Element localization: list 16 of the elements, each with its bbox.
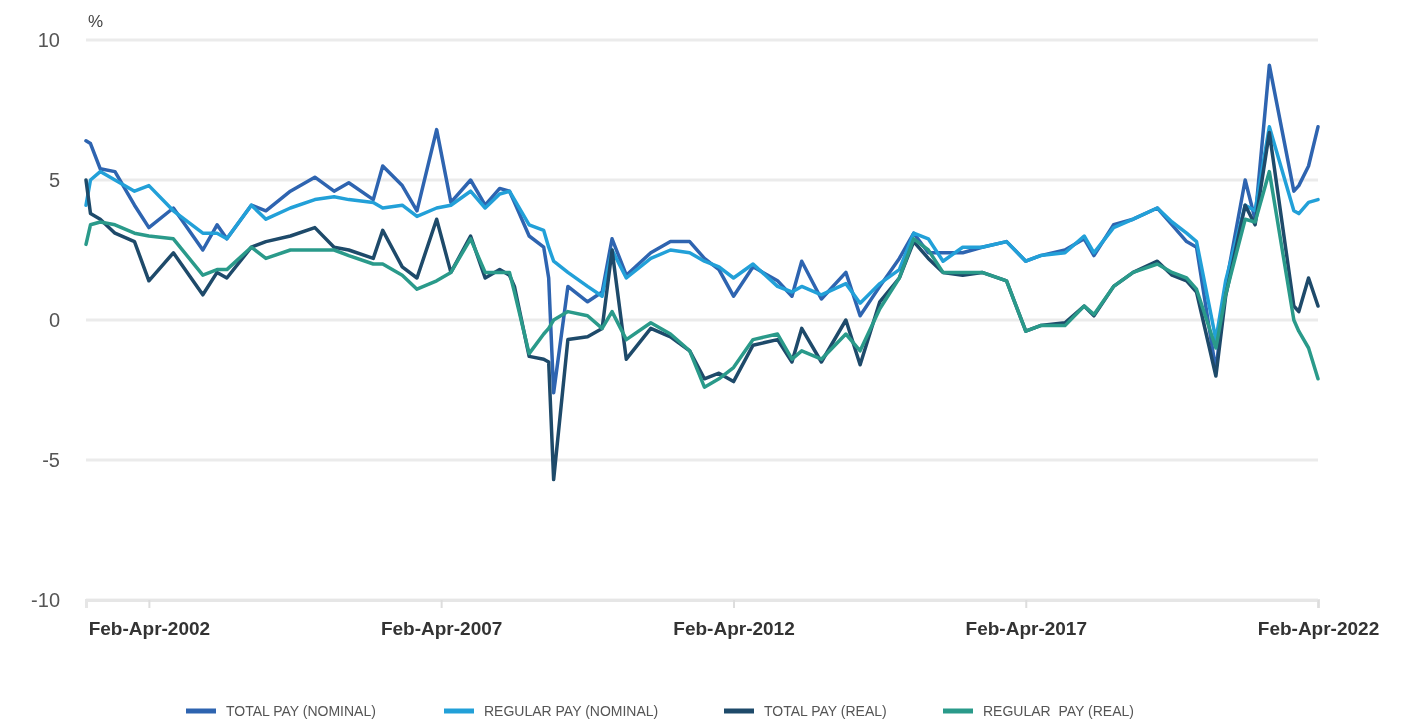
y-tick-label: -10 [31, 588, 60, 611]
y-tick-label: 10 [37, 28, 60, 51]
x-tick-label: Feb-Apr-2017 [965, 618, 1087, 640]
x-tick-label: Feb-Apr-2022 [1257, 618, 1380, 640]
y-axis-title: % [88, 12, 104, 31]
x-tick-label: Feb-Apr-2007 [380, 618, 503, 640]
x-tick-label: Feb-Apr-2012 [673, 618, 795, 640]
y-tick-label: 5 [48, 168, 60, 191]
legend-label: REGULAR PAY (NOMINAL) [484, 703, 659, 719]
legend-label: TOTAL PAY (NOMINAL) [226, 703, 376, 719]
line-series [84, 169, 1320, 389]
legend-label: TOTAL PAY (REAL) [764, 703, 887, 719]
y-tick-label: 0 [48, 308, 60, 331]
y-tick-label: -5 [42, 448, 60, 471]
legend-label: REGULAR PAY (REAL) [983, 703, 1134, 719]
x-tick-label: Feb-Apr-2002 [88, 618, 211, 640]
